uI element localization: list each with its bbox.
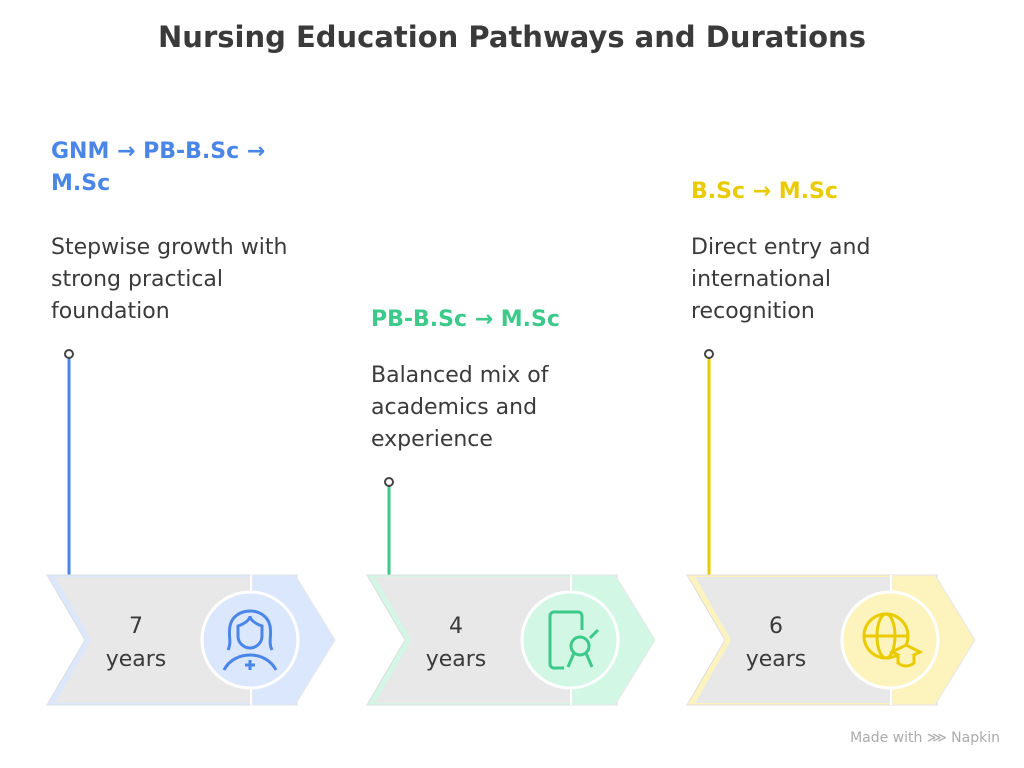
diagram-title: Nursing Education Pathways and Durations xyxy=(158,20,866,54)
seal-shape xyxy=(569,635,591,657)
pathway-1-graphic xyxy=(46,349,336,706)
pathway-2-description: Balanced mix of academics and experience xyxy=(371,363,549,452)
duration-value: 6 xyxy=(769,614,783,639)
duration-unit: years xyxy=(105,647,167,672)
connector-dot xyxy=(64,349,74,359)
chevron-body xyxy=(695,577,890,703)
pathway-1-duration: 7 years xyxy=(76,610,196,676)
chevron-body xyxy=(375,577,570,703)
pathway-2-label: PB-B.Sc → M.Sc xyxy=(371,307,560,332)
plus-shape xyxy=(245,660,255,670)
globe-graduation-icon xyxy=(862,612,924,668)
pathway-3-graphic xyxy=(686,349,976,706)
cap-base-shape xyxy=(896,655,916,668)
pathway-2-graphic xyxy=(366,477,656,706)
connector-dot xyxy=(704,349,714,359)
nurse-icon xyxy=(222,609,278,671)
document-shape xyxy=(548,610,584,670)
duration-value: 4 xyxy=(449,614,463,639)
duration-unit: years xyxy=(745,647,807,672)
shoulders-shape xyxy=(222,653,278,671)
connector-dot xyxy=(384,477,394,487)
pathway-3-label: B.Sc → M.Sc xyxy=(691,179,838,204)
pathway-1-label: GNM → PB-B.Sc → M.Sc xyxy=(51,139,266,196)
pathway-2-duration: 4 years xyxy=(396,610,516,676)
made-with-napkin-footer: Made with ⋙ Napkin xyxy=(850,730,1000,746)
ribbon-shape xyxy=(566,628,600,668)
duration-value: 7 xyxy=(129,614,143,639)
duration-unit: years xyxy=(425,647,487,672)
pathway-3-duration: 6 years xyxy=(716,610,836,676)
pathway-1-description: Stepwise growth with strong practical fo… xyxy=(51,235,288,324)
chevron-body xyxy=(55,577,250,703)
hair-shape xyxy=(226,609,274,651)
pathway-3-description: Direct entry and international recogniti… xyxy=(691,235,871,324)
icon-circle xyxy=(840,590,940,690)
icon-circle xyxy=(200,590,300,690)
certificate-icon xyxy=(548,610,600,670)
icon-circle xyxy=(520,590,620,690)
face-shape xyxy=(236,615,264,650)
